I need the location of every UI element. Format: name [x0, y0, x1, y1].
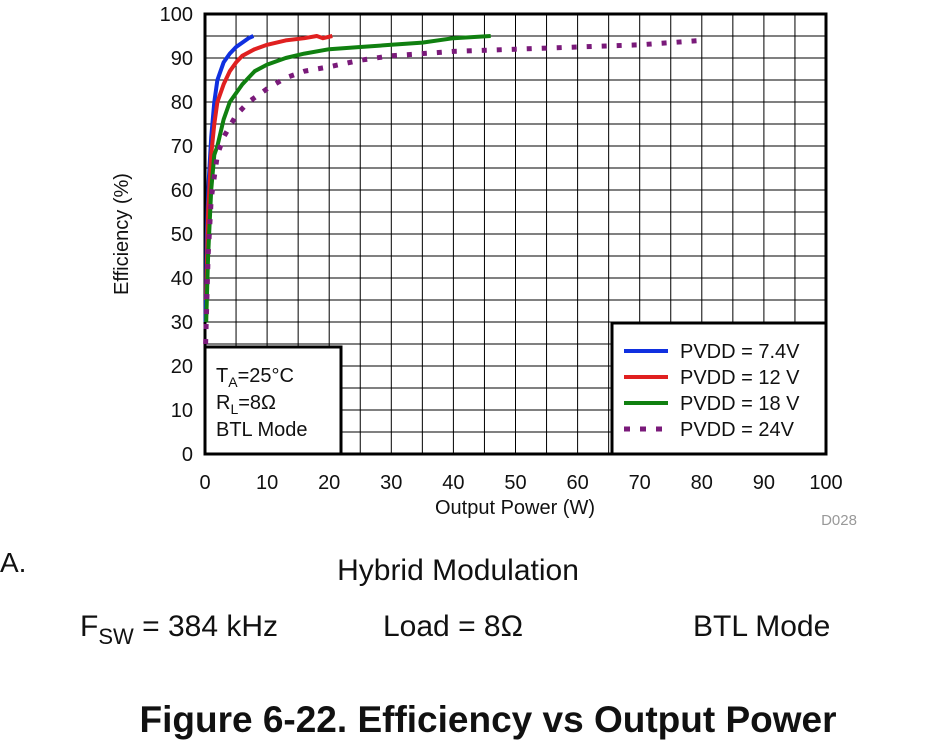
x-tick-label: 10: [256, 472, 278, 494]
y-tick-label: 80: [171, 92, 193, 114]
legend-label: PVDD = 24V: [680, 419, 795, 441]
series-line: [204, 34, 333, 301]
legend-box: [610, 321, 828, 456]
caption-mode: BTL Mode: [693, 610, 830, 643]
y-tick-label: 10: [171, 400, 193, 422]
caption-fsw: FSW = 384 kHz: [80, 610, 278, 649]
y-tick-label: 100: [160, 4, 193, 26]
y-tick-label: 0: [182, 444, 193, 466]
legend-label: PVDD = 12 V: [680, 367, 800, 389]
x-tick-label: 0: [199, 472, 210, 494]
text-part: R: [216, 392, 230, 414]
y-tick-label: 30: [171, 312, 193, 334]
caption-modulation: Hybrid Modulation: [337, 554, 579, 587]
caption-load: Load = 8Ω: [383, 610, 523, 643]
figure-title: Figure 6-22. Efficiency vs Output Power: [139, 699, 836, 740]
y-tick-label: 60: [171, 180, 193, 202]
condition: TA=25°C: [216, 365, 294, 390]
legend-label: PVDD = 7.4V: [680, 341, 800, 363]
panel-label: A.: [0, 547, 26, 578]
x-tick-label: 60: [566, 472, 588, 494]
series-line: [203, 37, 702, 345]
figure-id: D028: [821, 512, 857, 529]
conditions-box: [203, 345, 343, 456]
text-sub: A: [228, 374, 238, 390]
x-axis-label: Output Power (W): [435, 497, 595, 519]
y-tick-label: 90: [171, 48, 193, 70]
x-tick-label: 20: [318, 472, 340, 494]
legend-label: PVDD = 18 V: [680, 393, 800, 415]
text-sub: L: [230, 401, 238, 417]
condition: RL=8Ω: [216, 392, 276, 417]
y-tick-label: 70: [171, 136, 193, 158]
x-tick-label: 50: [504, 472, 526, 494]
y-tick-label: 40: [171, 268, 193, 290]
text-sub: SW: [98, 624, 134, 649]
text-part: = 384 kHz: [134, 610, 278, 643]
x-tick-label: 100: [809, 472, 842, 494]
text-part: T: [216, 365, 228, 387]
text-part: F: [80, 610, 98, 643]
y-tick-label: 50: [171, 224, 193, 246]
x-tick-label: 30: [380, 472, 402, 494]
x-tick-label: 40: [442, 472, 464, 494]
x-tick-label: 70: [629, 472, 651, 494]
text-part: =25°C: [238, 365, 294, 387]
text-part: =8Ω: [238, 392, 276, 414]
y-axis-label: Efficiency (%): [111, 173, 133, 295]
text-part: BTL Mode: [216, 419, 308, 441]
x-tick-label: 80: [691, 472, 713, 494]
series-line: [204, 34, 491, 323]
y-tick-label: 20: [171, 356, 193, 378]
x-tick-label: 90: [753, 472, 775, 494]
condition: BTL Mode: [216, 419, 308, 441]
